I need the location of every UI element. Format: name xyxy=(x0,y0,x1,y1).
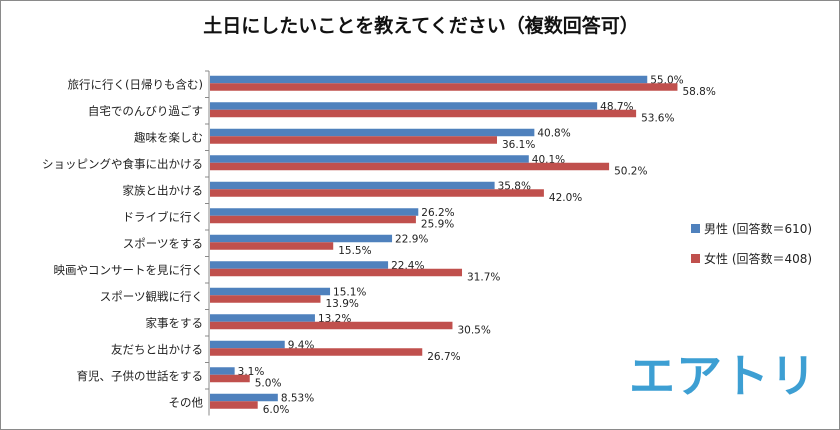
bar-male xyxy=(210,102,598,110)
legend-item-male: 男性 (回答数＝610) xyxy=(691,213,812,243)
bar-female xyxy=(210,268,463,277)
legend-swatch-female xyxy=(691,253,700,263)
chart-title: 土日にしたいことを教えてください（複数回答可） xyxy=(203,15,639,37)
bar-male xyxy=(210,261,389,269)
bar-male xyxy=(210,128,535,137)
data-label: 6.0% xyxy=(263,404,290,416)
legend: 男性 (回答数＝610) 女性 (回答数＝408) xyxy=(691,213,812,273)
category-label: スポーツをする xyxy=(123,236,203,250)
category-label: 趣味を楽しむ xyxy=(134,130,203,144)
bar-female xyxy=(210,374,250,383)
legend-label-female: 女性 (回答数＝408) xyxy=(704,251,813,266)
category-label: 家事をする xyxy=(146,316,204,330)
bar-female xyxy=(210,242,334,250)
data-label: 8.53% xyxy=(281,392,314,404)
data-label: 40.8% xyxy=(537,127,570,139)
data-label: 30.5% xyxy=(457,324,490,336)
data-label: 42.0% xyxy=(549,192,582,204)
data-label: 36.1% xyxy=(502,139,535,151)
legend-item-female: 女性 (回答数＝408) xyxy=(691,243,812,273)
bar-female xyxy=(210,215,416,224)
bar-male xyxy=(210,314,315,322)
data-label: 50.2% xyxy=(614,165,647,177)
bar-female xyxy=(210,321,453,330)
category-label: 育児、子供の世話をする xyxy=(77,369,204,383)
data-label: 22.9% xyxy=(395,233,428,245)
category-label: 旅行に行く(日帰りも含む) xyxy=(68,77,203,91)
bar-female xyxy=(210,189,544,197)
bar-female xyxy=(210,401,258,409)
bar-male xyxy=(210,287,331,296)
bar-male xyxy=(210,234,393,243)
data-label: 15.1% xyxy=(333,286,366,298)
data-label: 26.7% xyxy=(427,351,460,363)
category-label: ショッピングや食事に出かける xyxy=(42,157,203,171)
bar-female xyxy=(210,136,497,144)
category-label: その他 xyxy=(169,395,204,409)
bar-male xyxy=(210,155,529,163)
category-label: 家族と出かける xyxy=(123,183,204,197)
data-label: 15.5% xyxy=(338,245,371,257)
data-label: 53.6% xyxy=(641,112,674,124)
category-label: 自宅でのんびり過ごす xyxy=(88,104,203,118)
bar-female xyxy=(210,162,610,171)
bar-female xyxy=(210,348,423,356)
bar-male xyxy=(210,75,648,84)
bar-female xyxy=(210,109,637,118)
category-label: スポーツ観戦に行く xyxy=(100,289,203,303)
data-label: 31.7% xyxy=(467,271,500,283)
bar-male xyxy=(210,340,285,349)
data-label: 26.2% xyxy=(421,207,454,219)
bar-male xyxy=(210,208,419,216)
data-label: 58.8% xyxy=(682,86,715,98)
bar-female xyxy=(210,83,678,91)
data-label: 13.9% xyxy=(326,298,359,310)
bar-male xyxy=(210,181,495,190)
bar-male xyxy=(210,367,235,375)
bar-male xyxy=(210,393,278,402)
category-label: 映画やコンサートを見に行く xyxy=(54,263,204,277)
bar-female xyxy=(210,295,321,303)
category-label: 友だちと出かける xyxy=(111,342,203,356)
airtrip-logo: エアトリ xyxy=(629,349,817,403)
data-label: 25.9% xyxy=(421,218,454,230)
legend-label-male: 男性 (回答数＝610) xyxy=(704,221,813,236)
data-label: 5.0% xyxy=(255,377,282,389)
category-label: ドライブに行く xyxy=(123,210,204,224)
legend-swatch-male xyxy=(691,223,700,233)
